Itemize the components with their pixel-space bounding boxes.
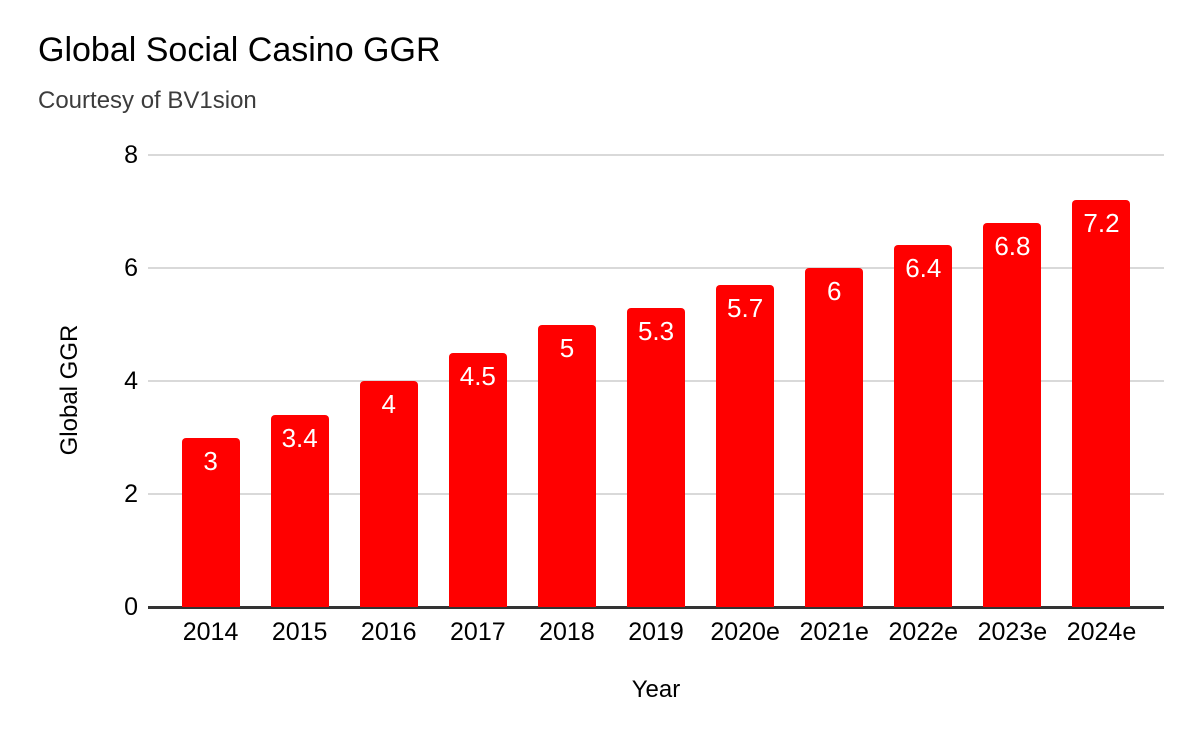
bar-value-label: 4	[381, 389, 396, 419]
x-tick-label-2018: 2018	[539, 618, 595, 646]
bar-band-2015: 3.4	[255, 155, 344, 607]
x-tick-label-2024e: 2024e	[1066, 618, 1137, 646]
bar-2021e: 6	[805, 268, 864, 607]
plot-area: 3 3.4 4 4.5 5 5.3 5.7 6 6.4 6.8 7.2	[148, 154, 1164, 609]
bar-band-2014: 3	[166, 155, 255, 607]
x-axis-tick-labels: 2014 2015 2016 2017 2018 2019 2020e 2021e 2022e 2…	[166, 617, 1146, 649]
x-tick-label-2022e: 2022e	[888, 618, 959, 646]
bar-value-label: 6.8	[994, 230, 1031, 261]
y-tick-label-0: 0	[124, 593, 138, 621]
bar-band-2017: 4.5	[433, 155, 522, 607]
x-tick-label-2021e: 2021e	[799, 618, 869, 646]
x-axis-title: Year	[631, 676, 681, 703]
chart-title: Global Social Casino GGR	[38, 31, 441, 69]
y-tick-label-8: 8	[124, 141, 138, 169]
chart-subtitle: Courtesy of BV1sion	[38, 87, 257, 114]
bar-band-2019: 5.3	[611, 155, 700, 607]
bar-band-2016: 4	[344, 155, 433, 607]
bar-2022e: 6.4	[894, 245, 953, 607]
bar-2020e: 5.7	[716, 284, 775, 607]
x-tick-label-2023e: 2023e	[977, 618, 1048, 646]
bar-band-2023e: 6.8	[968, 155, 1057, 607]
bar-band-2021e: 6	[790, 155, 879, 607]
bar-2014: 3	[181, 437, 240, 607]
bars-row: 3 3.4 4 4.5 5 5.3 5.7 6 6.4 6.8 7.2	[166, 155, 1146, 607]
bar-value-label: 6.4	[905, 253, 942, 284]
x-tick-label-2020e: 2020e	[710, 618, 780, 646]
bar-2017: 4.5	[448, 352, 507, 607]
bar-2019: 5.3	[627, 307, 686, 607]
x-tick-label-2014: 2014	[182, 618, 239, 646]
bar-2016: 4	[359, 381, 418, 607]
x-tick-label-2017: 2017	[450, 618, 506, 646]
bar-value-label: 7.2	[1083, 208, 1120, 239]
bar-band-2020e: 5.7	[701, 155, 790, 607]
bar-value-label: 4.5	[459, 360, 496, 391]
bar-value-label: 3.4	[281, 422, 318, 453]
bar-value-label: 5.7	[727, 292, 764, 323]
bar-value-label: 5.3	[637, 315, 675, 346]
bar-band-2018: 5	[522, 155, 611, 607]
y-axis-title: Global GGR	[56, 324, 83, 456]
bar-2023e: 6.8	[983, 222, 1042, 607]
y-tick-label-6: 6	[124, 254, 138, 282]
x-tick-label-2019: 2019	[628, 618, 684, 646]
x-axis-line	[148, 606, 1164, 609]
x-tick-label-2016: 2016	[360, 618, 417, 646]
bar-2015: 3.4	[270, 414, 329, 607]
y-tick-label-2: 2	[124, 480, 138, 508]
bar-value-label: 5	[559, 332, 575, 363]
bar-band-2022e: 6.4	[879, 155, 968, 607]
bar-2024e: 7.2	[1072, 200, 1131, 607]
gridline-8	[148, 154, 1164, 156]
gridline-6	[148, 267, 1164, 269]
bar-value-label: 6	[826, 276, 842, 306]
bar-2018: 5	[537, 324, 596, 607]
bar-band-2024e: 7.2	[1057, 155, 1146, 607]
x-tick-label-2015: 2015	[271, 618, 328, 646]
bar-value-label: 3	[203, 445, 218, 476]
